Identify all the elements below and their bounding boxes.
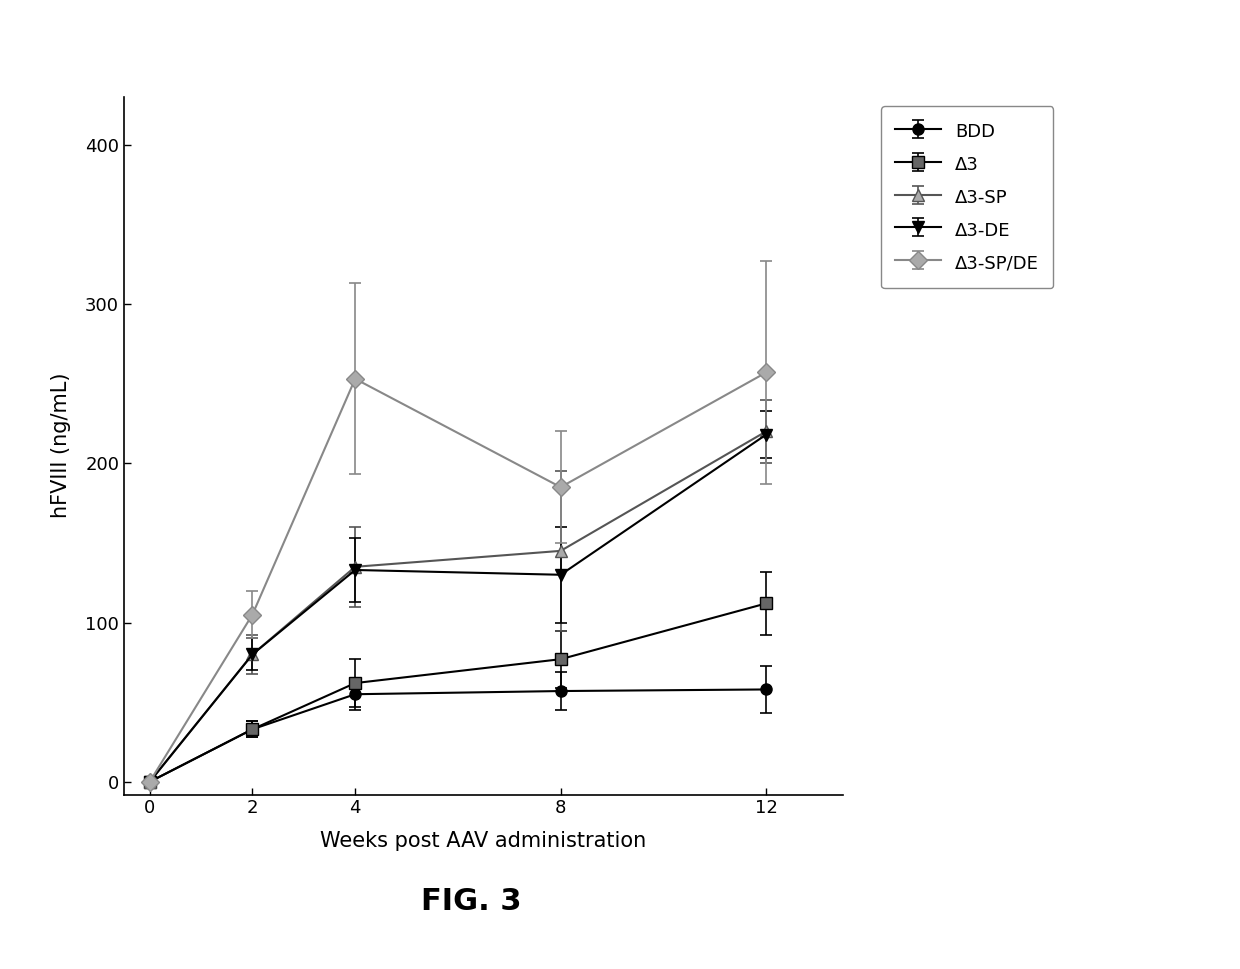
Y-axis label: hFVIII (ng/mL): hFVIII (ng/mL) bbox=[51, 373, 71, 518]
X-axis label: Weeks post AAV administration: Weeks post AAV administration bbox=[320, 831, 647, 852]
Text: FIG. 3: FIG. 3 bbox=[420, 887, 522, 916]
Legend: BDD, Δ3, Δ3-SP, Δ3-DE, Δ3-SP/DE: BDD, Δ3, Δ3-SP, Δ3-DE, Δ3-SP/DE bbox=[880, 106, 1053, 289]
